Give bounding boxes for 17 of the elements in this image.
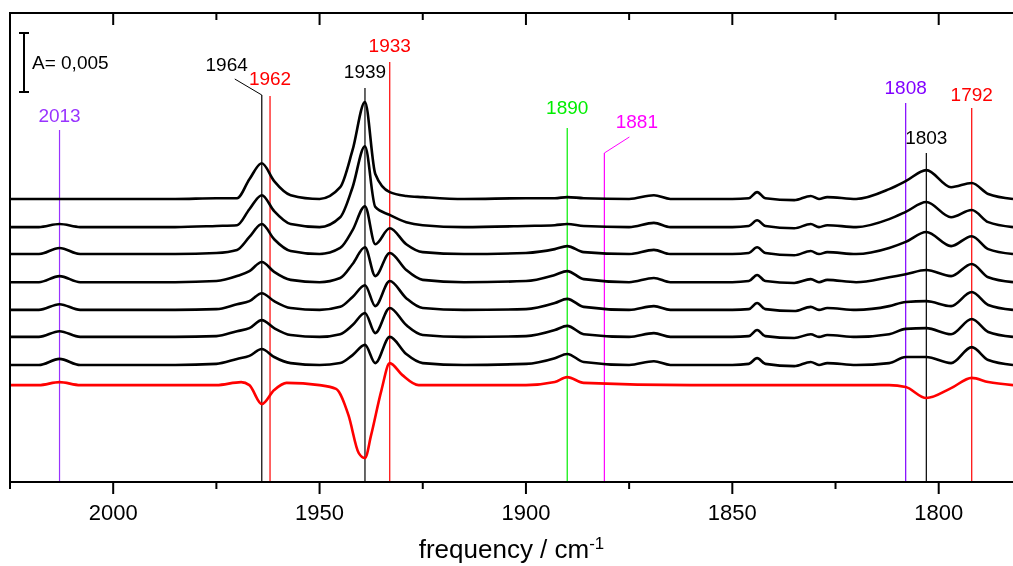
ref-line-label: 1881 bbox=[615, 111, 659, 132]
ref-line-label: 1962 bbox=[248, 68, 292, 89]
x-tick-label: 1850 bbox=[707, 500, 757, 525]
ref-line-label: 1939 bbox=[343, 61, 387, 82]
x-tick-label: 2000 bbox=[88, 500, 138, 525]
ref-line-label: 2013 bbox=[38, 105, 81, 126]
ref-line-label: 1803 bbox=[905, 127, 948, 148]
x-tick-label: 1900 bbox=[501, 500, 551, 525]
ref-line-label: 1808 bbox=[884, 77, 927, 98]
ref-line-label: 1792 bbox=[950, 84, 993, 105]
x-tick-label: 1950 bbox=[295, 500, 345, 525]
x-tick-label: 1800 bbox=[914, 500, 964, 525]
x-axis-title: frequency / cm$^{-1}$ bbox=[418, 533, 605, 564]
ref-line-label: 1964 bbox=[205, 54, 249, 75]
ref-line-label: 1890 bbox=[546, 97, 589, 118]
text: A= 0,005 bbox=[32, 52, 109, 73]
ref-line-label: 1933 bbox=[368, 35, 411, 56]
